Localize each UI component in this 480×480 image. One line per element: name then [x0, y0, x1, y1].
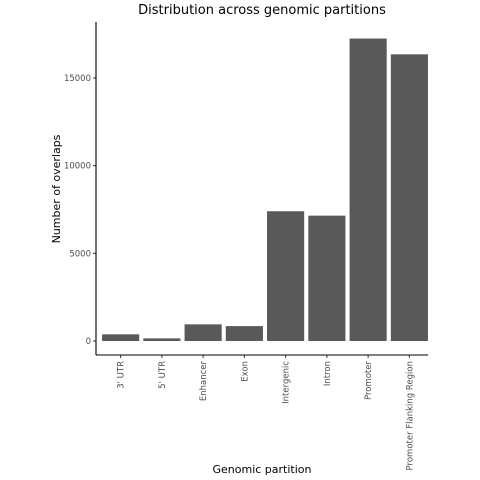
x-axis-label: Genomic partition [213, 463, 312, 476]
x-tick-label-1: 5' UTR [158, 361, 168, 389]
bar-0 [102, 334, 140, 341]
bar-5 [308, 215, 346, 341]
x-tick-label-2: Enhancer [199, 360, 209, 401]
x-tick-label-6: Promoter [364, 361, 374, 401]
chart-title: Distribution across genomic partitions [138, 3, 386, 18]
bar-3 [225, 326, 263, 341]
x-tick-label-7: Promoter Flanking Region [405, 361, 415, 470]
y-tick-label-0: 0 [86, 337, 91, 347]
bar-7 [390, 54, 428, 341]
y-tick-label-1: 5000 [69, 249, 91, 259]
y-tick-label-3: 15000 [64, 74, 91, 84]
y-tick-label-2: 10000 [64, 162, 91, 172]
x-tick-label-5: Intron [323, 361, 333, 386]
x-tick-label-3: Exon [240, 361, 250, 382]
bar-2 [184, 324, 222, 341]
x-tick-label-0: 3' UTR [117, 361, 127, 389]
plot-area: 3' UTR 5' UTR Enhancer Exon Intergenic Intron… [64, 38, 428, 470]
bar-6 [349, 38, 387, 342]
bar-4 [267, 211, 305, 341]
y-axis-label: Number of overlaps [50, 134, 63, 243]
x-tick-label-4: Intergenic [282, 361, 292, 404]
bar-1 [143, 338, 181, 341]
